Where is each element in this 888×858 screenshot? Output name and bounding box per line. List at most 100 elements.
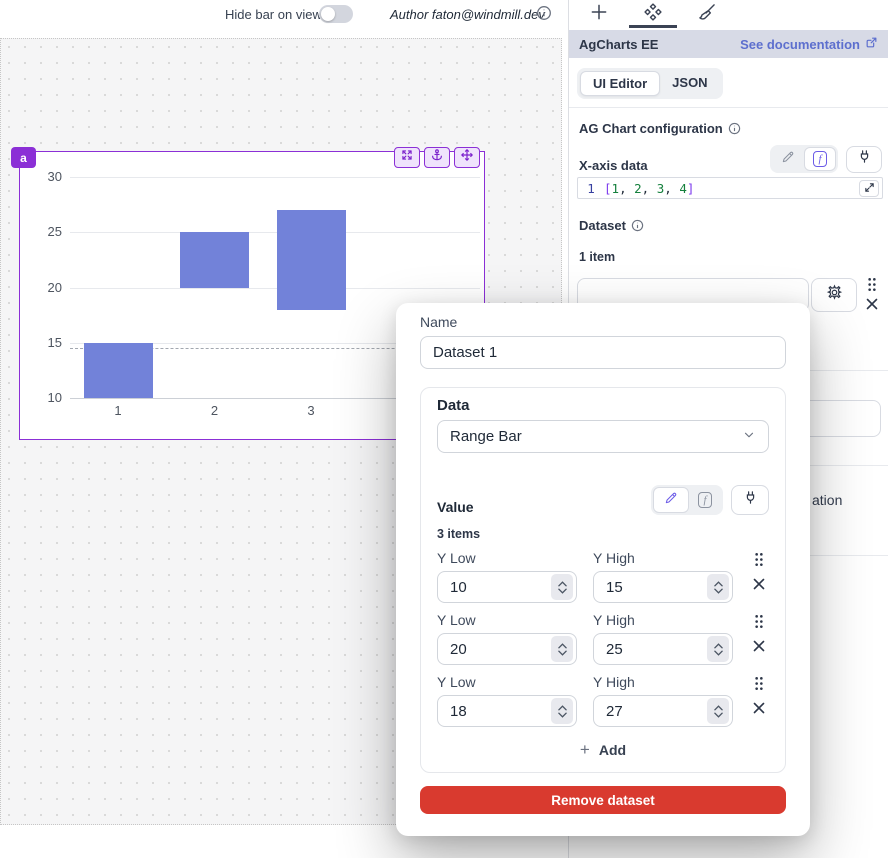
connect-input-button[interactable] [846, 145, 882, 173]
tab-ui-editor[interactable]: UI Editor [580, 71, 661, 96]
chevron-down-icon [742, 428, 756, 446]
component-id-badge[interactable]: a [11, 147, 36, 168]
value-item-row: Y Low Y High [437, 612, 769, 665]
number-stepper[interactable] [707, 636, 729, 662]
xaxis-mode-group: f [770, 145, 838, 173]
component-title: AgCharts EE [579, 36, 659, 52]
function-icon: f [698, 492, 712, 508]
function-mode-button[interactable]: f [689, 488, 721, 512]
y-low-label: Y Low [437, 612, 476, 628]
value-mode-group: f [651, 485, 723, 515]
number-stepper[interactable] [707, 698, 729, 724]
hide-bar-toggle[interactable] [319, 5, 353, 23]
info-icon[interactable] [536, 5, 552, 21]
dataset-settings-button[interactable] [811, 278, 857, 312]
remove-dataset-button[interactable]: Remove dataset [420, 786, 786, 814]
value-header-row: Value f [437, 485, 769, 515]
x-axis-tick-label: 3 [307, 403, 315, 418]
topbar: Hide bar on view Author faton@windmill.d… [0, 0, 568, 38]
code-token: 2 [634, 180, 642, 196]
static-edit-button[interactable] [772, 147, 804, 171]
y-low-field: Y Low [437, 550, 577, 603]
chart-type-value: Range Bar [450, 428, 522, 445]
code-token: , [664, 180, 680, 196]
gridline [70, 177, 480, 178]
remove-item-x-icon[interactable] [753, 639, 765, 657]
y-low-field: Y Low [437, 674, 577, 727]
drag-handle-icon[interactable] [866, 277, 878, 297]
dataset-name-input[interactable] [420, 336, 786, 369]
xaxis-code-editor[interactable]: 1 [1, 2, 3, 4] [577, 177, 883, 199]
drag-handle-icon[interactable] [753, 614, 765, 634]
code-token: , [641, 180, 657, 196]
remove-dataset-x-icon[interactable] [866, 297, 878, 315]
number-stepper[interactable] [707, 574, 729, 600]
range-bar[interactable] [83, 342, 153, 398]
y-high-label: Y High [593, 550, 635, 566]
code-token: 4 [679, 180, 687, 196]
range-bar[interactable] [180, 232, 249, 288]
expand-editor-button[interactable] [859, 180, 879, 197]
code-line-number: 1 [587, 180, 595, 196]
static-edit-button[interactable] [653, 487, 689, 513]
connect-input-button[interactable] [731, 485, 769, 515]
y-low-field: Y Low [437, 612, 577, 665]
brush-icon[interactable] [697, 2, 717, 27]
chart-type-select[interactable]: Range Bar [437, 420, 769, 453]
hide-bar-label: Hide bar on view [225, 7, 322, 22]
external-link-icon [865, 36, 878, 52]
code-token: 3 [656, 180, 665, 196]
plus-icon[interactable] [589, 2, 609, 27]
gridline [70, 287, 480, 289]
value-items: Y Low Y High [437, 550, 769, 727]
components-icon[interactable] [643, 2, 663, 27]
value-item-row: Y Low Y High [437, 674, 769, 727]
dataset-section-label: Dataset [579, 218, 644, 233]
number-stepper[interactable] [551, 574, 573, 600]
dataset-count: 1 item [579, 250, 616, 264]
function-icon: f [813, 151, 827, 167]
info-icon[interactable] [631, 219, 644, 232]
gridline [70, 398, 480, 399]
code-token: 1 [611, 180, 620, 196]
xaxis-label: X-axis data [579, 158, 648, 173]
number-stepper[interactable] [551, 636, 573, 662]
number-stepper[interactable] [551, 698, 573, 724]
data-label: Data [437, 397, 470, 414]
gridline [70, 342, 480, 344]
anchor-component-button[interactable] [424, 147, 450, 168]
pencil-icon [664, 491, 678, 510]
component-actions [394, 147, 480, 168]
add-item-button[interactable]: + Add [437, 741, 769, 758]
see-documentation-link[interactable]: See documentation [740, 36, 878, 52]
code-token: [ [604, 180, 612, 196]
items-count: 3 items [437, 527, 481, 541]
component-settings-header: AgCharts EE See documentation [569, 30, 888, 58]
plug-icon [743, 490, 758, 510]
remove-item-x-icon[interactable] [753, 577, 765, 595]
info-icon[interactable] [728, 122, 741, 135]
tab-json[interactable]: JSON [672, 75, 708, 90]
editor-mode-tabs: UI Editor JSON [577, 68, 723, 99]
value-label: Value [437, 499, 474, 515]
clipped-section-text: ation [812, 492, 843, 508]
dataset-modal: Name Data Range Bar Value [396, 303, 810, 836]
config-label-text: AG Chart configuration [579, 121, 723, 136]
move-component-button[interactable] [454, 147, 480, 168]
remove-item-x-icon[interactable] [753, 701, 765, 719]
y-high-field: Y High [593, 612, 733, 665]
dataset-label-text: Dataset [579, 218, 626, 233]
y-high-field: Y High [593, 550, 733, 603]
expand-component-button[interactable] [394, 147, 420, 168]
y-low-label: Y Low [437, 674, 476, 690]
drag-handle-icon[interactable] [753, 552, 765, 572]
expand-diagonal-icon [864, 181, 875, 196]
anchor-icon [430, 148, 444, 167]
drag-handle-icon[interactable] [753, 676, 765, 696]
y-high-label: Y High [593, 612, 635, 628]
range-bar[interactable] [276, 210, 346, 310]
gear-icon [826, 284, 843, 306]
y-axis-tick-label: 25 [47, 224, 62, 240]
function-mode-button[interactable]: f [804, 147, 836, 171]
move-icon [460, 148, 474, 167]
